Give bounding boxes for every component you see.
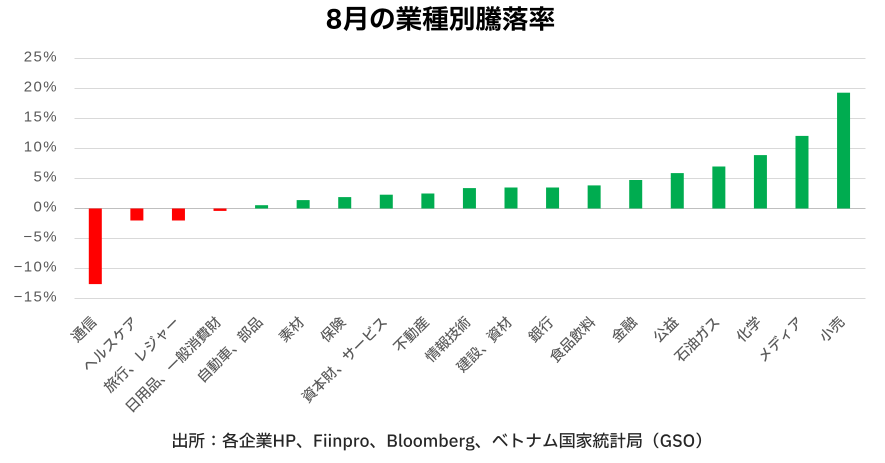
svg-text:−10%: −10% (14, 259, 58, 276)
svg-text:20%: 20% (24, 79, 58, 96)
svg-text:15%: 15% (24, 109, 58, 126)
svg-text:5%: 5% (34, 169, 58, 186)
svg-text:−15%: −15% (14, 289, 58, 306)
svg-text:−5%: −5% (23, 229, 58, 246)
svg-text:0%: 0% (34, 199, 58, 216)
svg-text:25%: 25% (24, 49, 58, 66)
svg-text:10%: 10% (24, 139, 58, 156)
